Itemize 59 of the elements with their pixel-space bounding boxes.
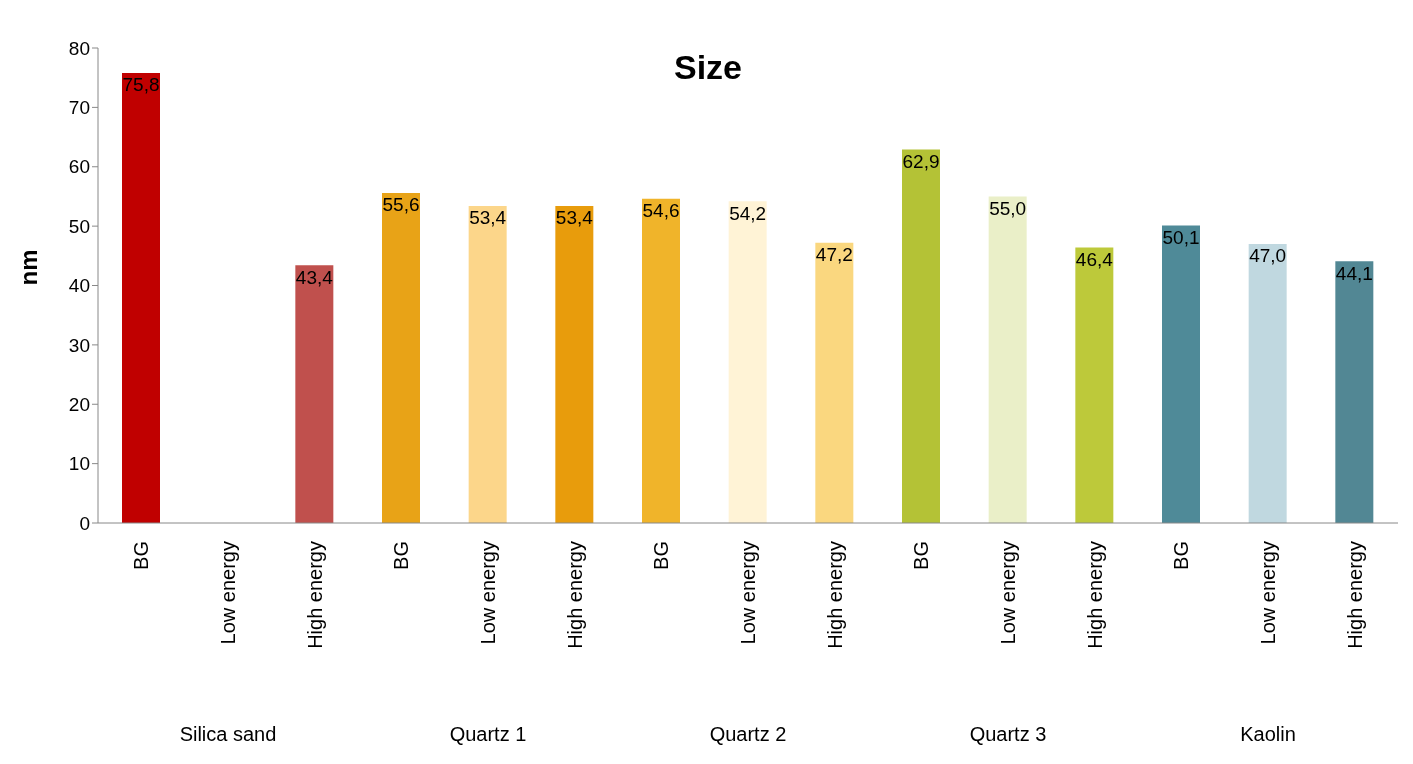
data-label: 44,1 [1335,262,1373,284]
y-tick-label: 20 [68,393,90,415]
bar [815,242,854,523]
x-tick-label: BG [650,541,673,570]
bar [468,205,507,523]
x-tick-label: Low energy [217,541,239,645]
bar [988,196,1027,523]
x-tick-label: BG [130,541,153,570]
bar [902,149,940,523]
data-label: 47,0 [1249,245,1287,267]
bar [382,192,420,523]
x-tick-label: Low energy [1257,541,1279,645]
bar [1162,225,1200,523]
data-label: 54,2 [729,202,767,224]
text: Quartz 2 [709,723,787,745]
bar [728,201,767,523]
x-tick-label: BG [390,541,413,570]
bar [295,265,334,523]
data-label: 62,9 [902,151,940,173]
data-label: 47,2 [815,244,853,266]
data-label: 43,4 [295,266,334,288]
y-tick-label: 10 [68,453,90,475]
text: Kaolin [1240,723,1296,745]
data-label: 75,8 [122,74,160,96]
y-tick-label: 50 [68,215,90,237]
x-tick-label: BG [1170,541,1193,570]
bar [642,198,680,523]
y-tick-label: 70 [68,97,90,119]
x-tick-label: BG [910,541,933,570]
bar [122,72,160,523]
data-label: 50,1 [1162,227,1200,249]
y-tick-label: 40 [68,275,90,297]
bar [555,205,594,523]
x-tick-label: High energy [1343,541,1366,649]
y-tick-label: 80 [68,37,90,59]
data-label: 53,4 [555,207,594,229]
x-tick-label: High energy [563,541,586,649]
x-tick-label: Low energy [477,541,499,645]
x-tick-label: High energy [823,541,846,649]
chart-title: Size [672,48,743,87]
x-tick-label: High energy [1083,541,1106,649]
text: Quartz 1 [449,723,527,745]
text: Quartz 3 [969,723,1047,745]
y-tick-label: 0 [79,512,90,534]
text: Silica sand [179,723,277,745]
data-label: 55,6 [382,194,420,216]
bar [1248,243,1287,523]
data-label: 55,0 [989,197,1027,219]
y-tick-label: 60 [68,156,90,178]
y-axis-title: nm [14,249,42,286]
data-label: 54,6 [642,200,680,222]
data-label: 53,4 [469,207,507,229]
data-label: 46,4 [1075,248,1114,270]
x-tick-label: Low energy [737,541,759,645]
x-tick-label: High energy [303,541,326,649]
x-tick-label: Low energy [997,541,1019,645]
bar [1075,247,1114,523]
y-tick-label: 30 [68,334,90,356]
bar [1335,261,1374,523]
